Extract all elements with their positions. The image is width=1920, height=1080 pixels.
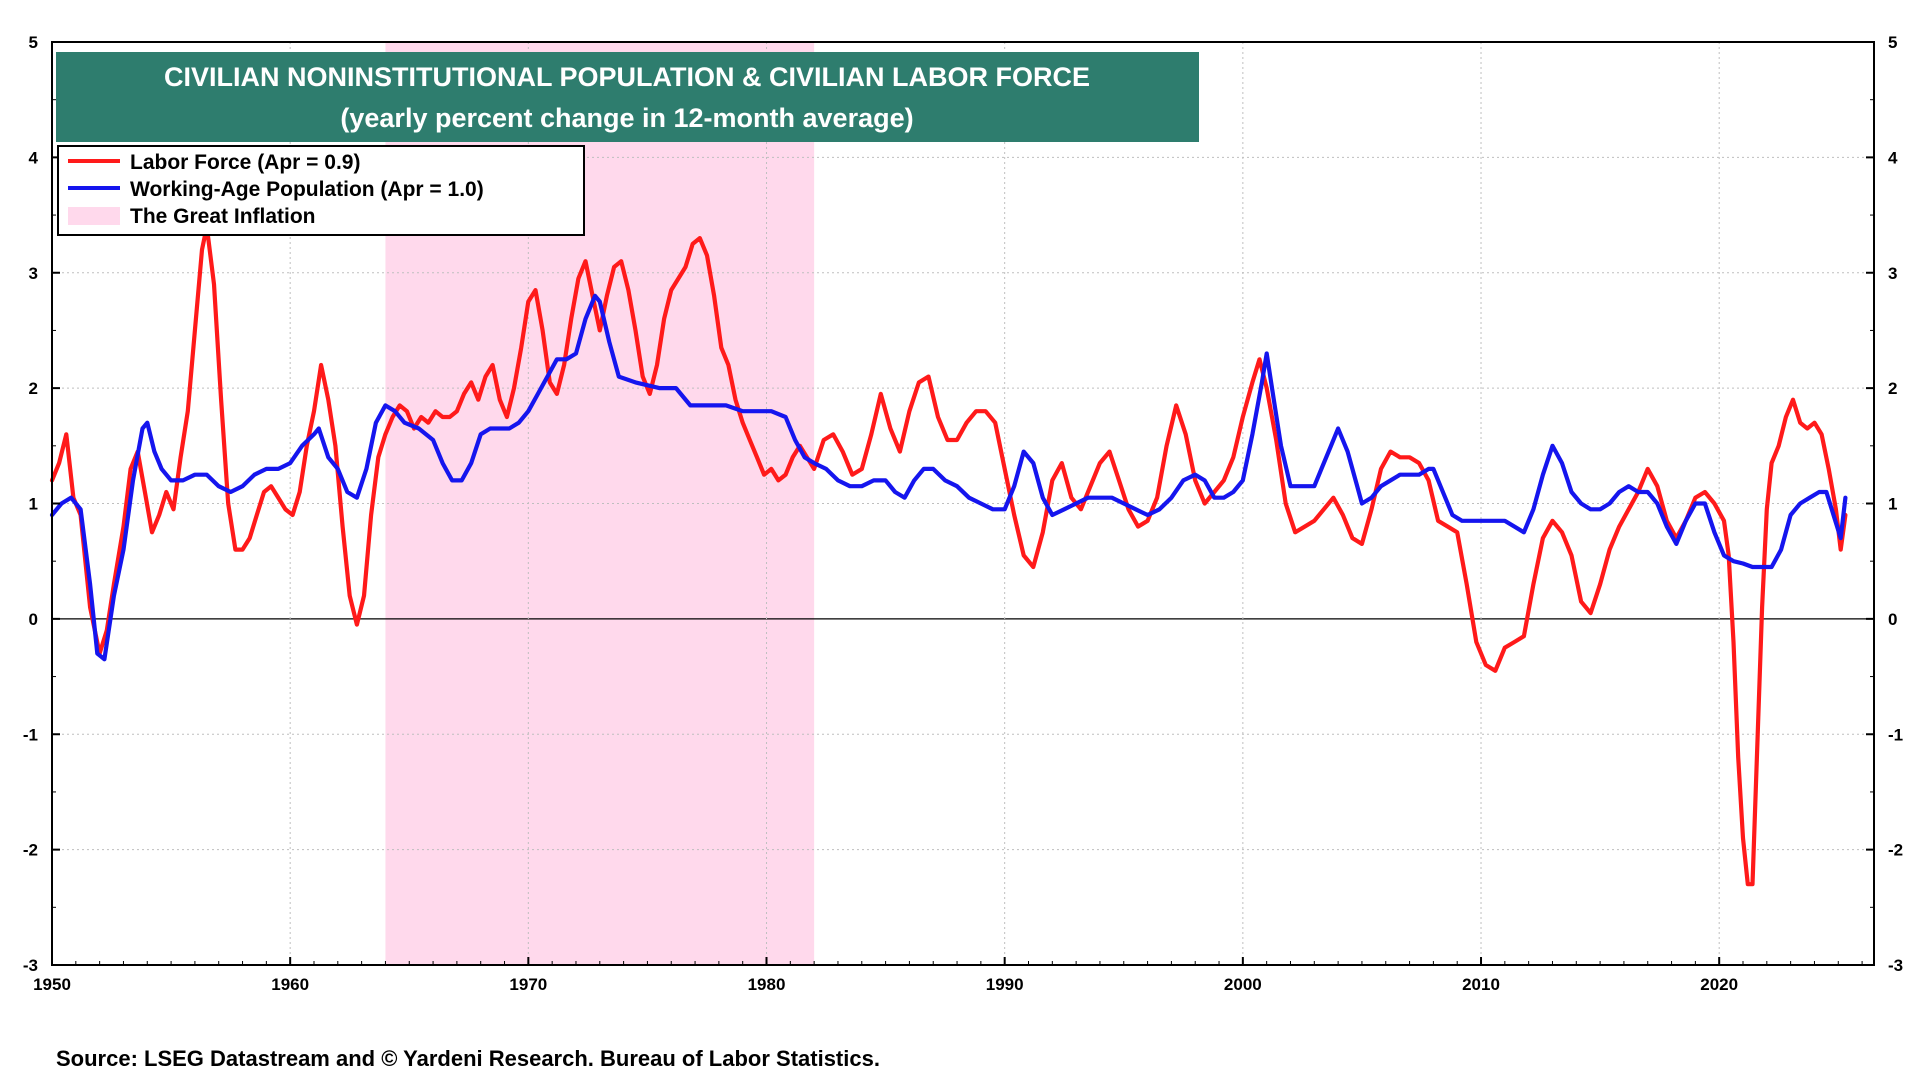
x-tick-label: 1970 [509,975,547,994]
x-tick-label: 1960 [271,975,309,994]
y-tick-label-left: -3 [23,956,38,975]
y-tick-label-right: -3 [1888,956,1903,975]
y-tick-label-left: 0 [29,610,38,629]
x-tick-label: 1980 [748,975,786,994]
series-line-population [49,293,1848,662]
y-tick-label-left: -1 [23,725,38,744]
y-tick-label-left: 4 [29,148,39,167]
x-tick-label: 1950 [33,975,71,994]
y-tick-label-right: -2 [1888,841,1903,860]
x-tick-label: 1990 [986,975,1024,994]
y-tick-label-right: 4 [1888,148,1898,167]
y-tick-label-right: -1 [1888,725,1903,744]
y-tick-label-right: 3 [1888,264,1897,283]
legend: Labor Force (Apr = 0.9) Working-Age Popu… [57,145,585,236]
legend-box [57,145,585,236]
source-note: Source: LSEG Datastream and © Yardeni Re… [56,1046,880,1071]
x-tick-label: 2020 [1700,975,1738,994]
chart-subtitle: (yearly percent change in 12-month avera… [340,103,913,133]
series-lines [49,224,1848,887]
x-tick-label: 2000 [1224,975,1262,994]
y-tick-label-left: -2 [23,841,38,860]
x-tick-label: 2010 [1462,975,1500,994]
chart-title: CIVILIAN NONINSTITUTIONAL POPULATION & C… [164,62,1090,92]
y-tick-label-left: 3 [29,264,38,283]
y-tick-label-left: 5 [29,33,38,52]
title-background [56,52,1199,142]
legend-label-population: Working-Age Population (Apr = 1.0) [130,178,484,201]
y-tick-label-right: 2 [1888,379,1897,398]
y-tick-label-right: 0 [1888,610,1897,629]
legend-label-great-inflation: The Great Inflation [130,205,316,228]
y-tick-label-left: 2 [29,379,38,398]
series-line-labor-force [49,224,1848,887]
legend-swatch-great-inflation [68,207,120,225]
title-box: CIVILIAN NONINSTITUTIONAL POPULATION & C… [56,52,1199,142]
y-tick-label-right: 5 [1888,33,1897,52]
y-tick-label-left: 1 [29,495,38,514]
y-tick-label-right: 1 [1888,495,1897,514]
legend-label-labor-force: Labor Force (Apr = 0.9) [130,151,360,174]
